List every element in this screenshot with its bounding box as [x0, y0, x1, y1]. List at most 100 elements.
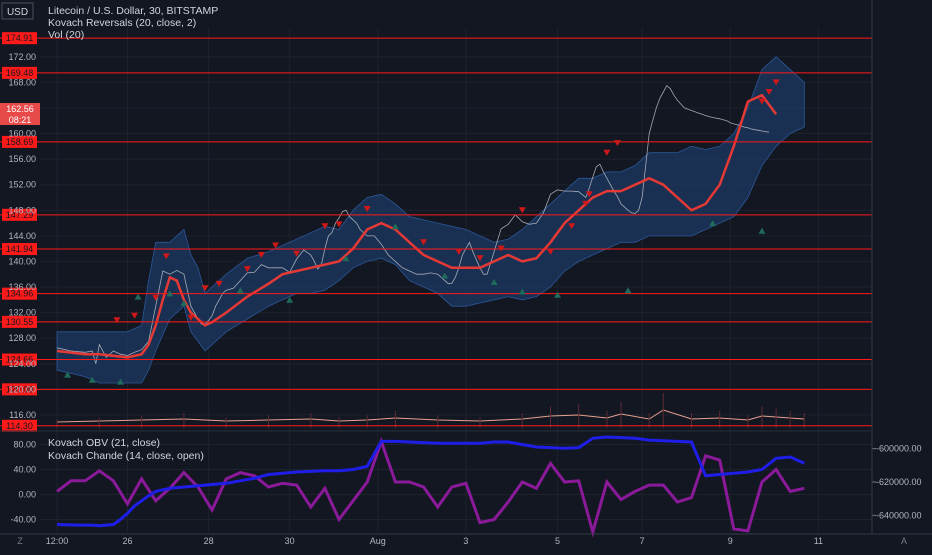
currency-label: USD — [7, 7, 28, 18]
indicator-obv[interactable]: Kovach OBV (21, close) — [48, 437, 160, 449]
lower-right-tick: -640000.00 — [876, 510, 922, 520]
sell-marker — [476, 255, 484, 262]
price-series — [56, 84, 770, 364]
sell-marker — [272, 242, 280, 249]
level-label: 174.91 — [6, 33, 34, 43]
volume-series — [56, 393, 805, 428]
level-badge — [2, 353, 37, 366]
buy-marker — [490, 278, 498, 285]
mid-line-series — [56, 93, 778, 359]
buy-marker — [624, 287, 632, 294]
x-tick-label: 5 — [555, 536, 560, 546]
buy-marker — [134, 293, 142, 300]
sell-marker — [518, 207, 526, 214]
buy-marker — [554, 291, 562, 298]
sell-marker — [335, 221, 343, 228]
sell-marker — [568, 223, 576, 230]
lower-left-tick: 40.00 — [13, 465, 36, 475]
x-tick-label: 12:00 — [46, 536, 69, 546]
buy-marker — [342, 255, 350, 262]
symbol-title[interactable]: Litecoin / U.S. Dollar, 30, BITSTAMP — [48, 5, 218, 17]
level-label: 124.66 — [6, 355, 34, 365]
price-badge-bg — [0, 103, 40, 125]
sell-marker — [603, 149, 611, 156]
obv-line — [56, 435, 805, 528]
buy-marker — [88, 376, 96, 383]
indicator-reversals[interactable]: Kovach Reversals (20, close, 2) — [48, 17, 196, 29]
lower-panel: 80.00 40.00 0.00 -40.00 -600000.00 -620000.00… — [10, 435, 922, 538]
sell-marker — [187, 314, 195, 321]
level-badge — [2, 383, 37, 396]
sell-marker — [201, 285, 209, 292]
level-badge — [2, 243, 37, 256]
sell-marker — [215, 280, 223, 287]
sell-marker — [420, 239, 428, 246]
indicator-chande[interactable]: Kovach Chande (14, close, open) — [48, 450, 204, 462]
sell-marker — [257, 252, 265, 259]
y-tick-label: 132.00 — [8, 308, 36, 318]
sell-marker — [582, 200, 590, 207]
level-badge — [2, 419, 37, 432]
level-label: 158.69 — [6, 137, 34, 147]
x-tick-label: Aug — [370, 536, 386, 546]
y-tick-label: 124.00 — [8, 359, 36, 369]
auto-scale-icon[interactable]: A — [901, 536, 907, 546]
y-tick-label: 148.00 — [8, 205, 36, 215]
sell-marker — [321, 223, 329, 230]
x-tick-label: 7 — [640, 536, 645, 546]
lower-header: Kovach OBV (21, close) Kovach Chande (14… — [48, 437, 204, 462]
price-line — [56, 84, 770, 364]
y-tick-label: 116.00 — [9, 410, 36, 420]
sell-marker — [162, 253, 170, 260]
band-area — [56, 56, 805, 384]
level-label: 134.96 — [6, 289, 34, 299]
y-tick-label: 172.00 — [8, 52, 36, 62]
x-tick-label: 28 — [204, 536, 214, 546]
y-tick-label: 160.00 — [8, 129, 36, 139]
indicator-volume[interactable]: Vol (20) — [48, 29, 84, 41]
horizontal-levels: 174.91 169.48 158.69 147.29 141.94 134.96 130.… — [0, 32, 872, 432]
chart-header: USD Litecoin / U.S. Dollar, 30, BITSTAMP… — [1, 2, 218, 41]
x-tick-label: 11 — [814, 536, 823, 546]
sell-marker — [585, 191, 593, 198]
sell-marker — [152, 294, 160, 301]
x-tick-label: 9 — [728, 536, 733, 546]
y-tick-label: 168.00 — [8, 77, 36, 87]
y-tick-label: 128.00 — [8, 333, 36, 343]
sell-marker — [363, 205, 371, 212]
footer: Z A — [17, 536, 907, 546]
buy-marker — [180, 300, 188, 307]
buy-marker — [709, 220, 717, 227]
x-tick-label: 3 — [463, 536, 468, 546]
lower-left-tick: 80.00 — [13, 440, 36, 450]
buy-marker — [236, 287, 244, 294]
buy-marker — [64, 371, 72, 378]
sell-marker — [497, 245, 505, 252]
lower-right-tick: -620000.00 — [876, 477, 922, 487]
sell-marker — [772, 79, 780, 86]
level-label: 169.48 — [6, 68, 34, 78]
y-tick-label: 140.00 — [8, 256, 36, 266]
y-tick-label: 156.00 — [8, 154, 36, 164]
level-badge — [2, 208, 37, 221]
level-badge — [2, 287, 37, 300]
price-badge: 162.56 08:21 — [0, 103, 40, 125]
x-tick-label: 30 — [285, 536, 295, 546]
lower-left-tick: 0.00 — [18, 490, 36, 500]
lower-left-tick: -40.00 — [10, 515, 36, 525]
sell-marker — [765, 88, 773, 95]
level-label: 120.00 — [6, 384, 34, 394]
volume-line — [56, 409, 805, 423]
sell-marker — [293, 250, 301, 257]
sell-marker — [243, 266, 251, 273]
buy-marker — [391, 223, 399, 230]
y-tick-label: 152.00 — [8, 180, 36, 190]
sell-marker — [113, 317, 121, 324]
timezone-icon[interactable]: Z — [17, 536, 23, 546]
y-tick-label: 144.00 — [8, 231, 36, 241]
y-tick-label: 136.00 — [8, 282, 36, 292]
sell-marker — [758, 98, 766, 105]
buy-marker — [116, 378, 124, 385]
